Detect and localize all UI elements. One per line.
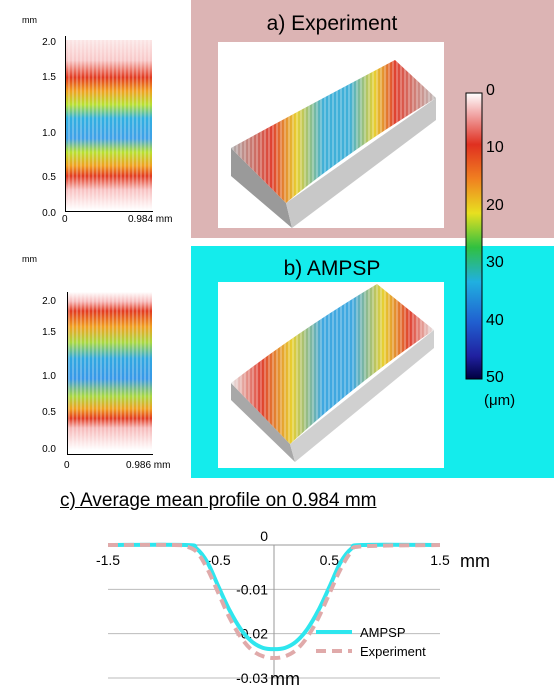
profile-chart: 0 -0.01 -0.02 -0.03 -1.5 -0.5 0.5 1.5 mm mm AMPSP… [96, 528, 490, 689]
map-a-ytick: 1.5 [42, 72, 56, 83]
depth-colorbar [465, 92, 483, 380]
map-b-y-axis: 2.0 1.5 1.0 0.5 0.0 [30, 296, 60, 456]
y-tick-label: -0.01 [236, 581, 268, 597]
colorbar-tick: 20 [486, 197, 504, 214]
map-b-xline [67, 454, 153, 455]
y-axis-label: mm [270, 669, 300, 689]
map-a-ytick: 0.5 [42, 172, 56, 183]
ampsp-depth-map [68, 292, 152, 450]
map-a-ytick: 2.0 [42, 37, 56, 48]
x-tick-label: -1.5 [96, 552, 120, 568]
colorbar-tick: 40 [486, 312, 504, 329]
y-tick-label: -0.02 [236, 626, 268, 642]
map-a-ytick: 1.0 [42, 128, 56, 139]
experiment-surface [231, 60, 436, 228]
colorbar-tick: 50 [486, 369, 504, 386]
map-b-ytick: 0.5 [42, 407, 56, 418]
map-b-ytick: 1.5 [42, 327, 56, 338]
colorbar-tick: 30 [486, 254, 504, 271]
map-b-ytick: 2.0 [42, 296, 56, 307]
chart-title: c) Average mean profile on 0.984 mm [60, 490, 377, 511]
map-b-ytick: 0.0 [42, 444, 56, 455]
legend-label: Experiment [360, 644, 426, 659]
experiment-depth-map [66, 40, 152, 210]
colorbar-labels: 0 10 20 30 40 50 (μm) [462, 82, 554, 422]
colorbar-unit: (μm) [484, 392, 516, 409]
map-a-xtick: 0.984 mm [128, 214, 173, 225]
map-a-xline [65, 211, 153, 212]
x-tick-label: -0.5 [207, 552, 231, 568]
map-b-unit: mm [22, 254, 37, 264]
legend-label: AMPSP [360, 625, 406, 640]
map-a-y-axis: 2.0 1.5 1.0 0.5 0.0 [30, 37, 60, 219]
series-line-experiment [107, 542, 441, 661]
map-a-yline [65, 36, 66, 212]
map-b-xtick: 0 [64, 460, 70, 471]
x-tick-label: 1.5 [430, 552, 450, 568]
map-b-xtick: 0.986 mm [126, 460, 171, 471]
map-b-ytick: 1.0 [42, 371, 56, 382]
panel-b-title: b) AMPSP [283, 257, 381, 280]
y-tick-label: 0 [260, 528, 268, 544]
y-tick-label: -0.03 [236, 670, 268, 686]
series-line-ampsp [107, 542, 441, 652]
x-axis-label: mm [460, 551, 490, 571]
ampsp-surface [231, 284, 434, 462]
panel-a-title: a) Experiment [266, 12, 398, 35]
map-b-yline [67, 292, 68, 455]
x-tick-label: 0.5 [320, 552, 340, 568]
map-a-unit: mm [22, 15, 37, 25]
colorbar-tick: 0 [486, 82, 495, 99]
colorbar-tick: 10 [486, 139, 504, 156]
map-a-xtick: 0 [62, 214, 68, 225]
map-a-ytick: 0.0 [42, 208, 56, 219]
